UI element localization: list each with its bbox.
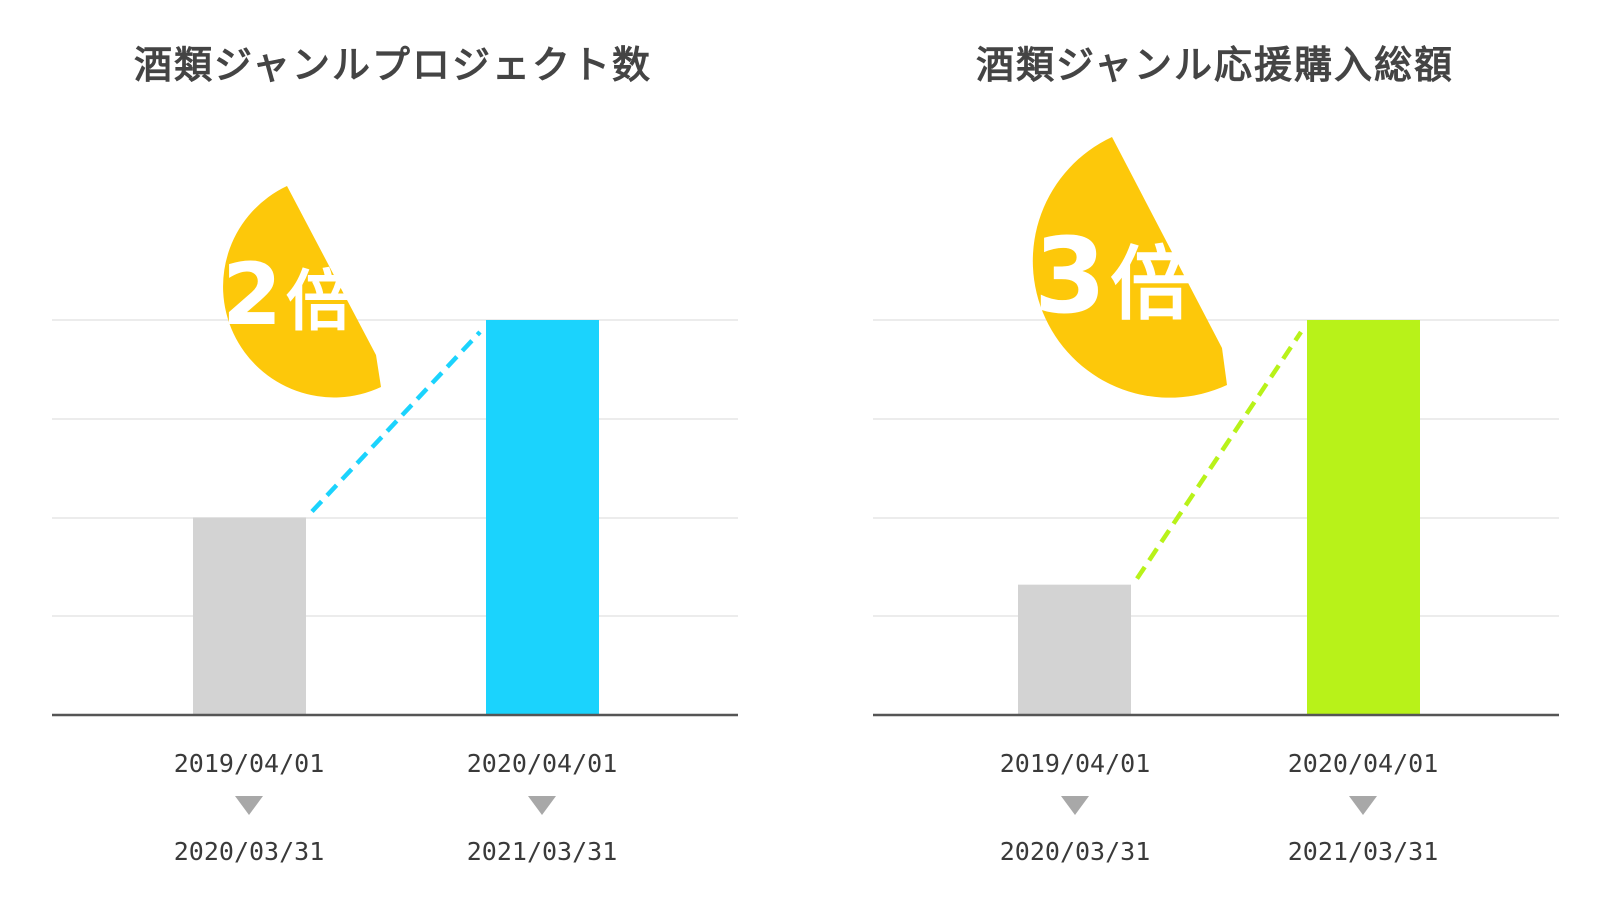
tick-start-date: 2020/04/01 <box>467 749 618 778</box>
badge-label: 3倍 <box>1034 215 1190 337</box>
gridlines <box>873 319 1559 617</box>
tick-end-date: 2020/03/31 <box>174 837 325 866</box>
badge-number: 2 <box>222 245 282 345</box>
x-tick-group: 2020/04/01 2021/03/31 <box>1288 749 1439 866</box>
badge: 3倍 <box>1032 137 1227 398</box>
badge-label: 2倍 <box>222 245 352 345</box>
tick-end-date: 2021/03/31 <box>467 837 618 866</box>
growth-connector <box>310 330 482 514</box>
bar-before <box>1018 584 1131 715</box>
tick-end-date: 2021/03/31 <box>1288 837 1439 866</box>
gridlines <box>52 319 738 617</box>
tick-end-date: 2020/03/31 <box>1000 837 1151 866</box>
badge-unit: 倍 <box>286 263 352 340</box>
badge: 2倍 <box>222 186 381 398</box>
x-tick-group: 2019/04/01 2020/03/31 <box>1000 749 1151 866</box>
chart-project-count: 酒類ジャンルプロジェクト数 2倍 2019/04/01 2020/03/31 2… <box>52 43 738 866</box>
x-tick-group: 2020/04/01 2021/03/31 <box>467 749 618 866</box>
x-tick-group: 2019/04/01 2020/03/31 <box>174 749 325 866</box>
badge-unit: 倍 <box>1110 238 1190 331</box>
tick-start-date: 2020/04/01 <box>1288 749 1439 778</box>
growth-connector <box>1135 330 1303 580</box>
bar-after <box>1307 320 1420 715</box>
tick-start-date: 2019/04/01 <box>174 749 325 778</box>
chart-title: 酒類ジャンルプロジェクト数 <box>134 43 652 87</box>
bar-after <box>486 320 599 715</box>
badge-number: 3 <box>1034 215 1106 337</box>
chart-title: 酒類ジャンル応援購入総額 <box>976 43 1454 87</box>
chart-purchase-total: 酒類ジャンル応援購入総額 3倍 2019/04/01 2020/03/31 20… <box>873 43 1559 866</box>
down-arrow-icon <box>528 796 556 815</box>
down-arrow-icon <box>1061 796 1089 815</box>
bar-before <box>193 517 306 715</box>
speech-bubble <box>1032 137 1227 398</box>
tick-start-date: 2019/04/01 <box>1000 749 1151 778</box>
speech-bubble <box>223 186 381 398</box>
down-arrow-icon <box>235 796 263 815</box>
down-arrow-icon <box>1349 796 1377 815</box>
